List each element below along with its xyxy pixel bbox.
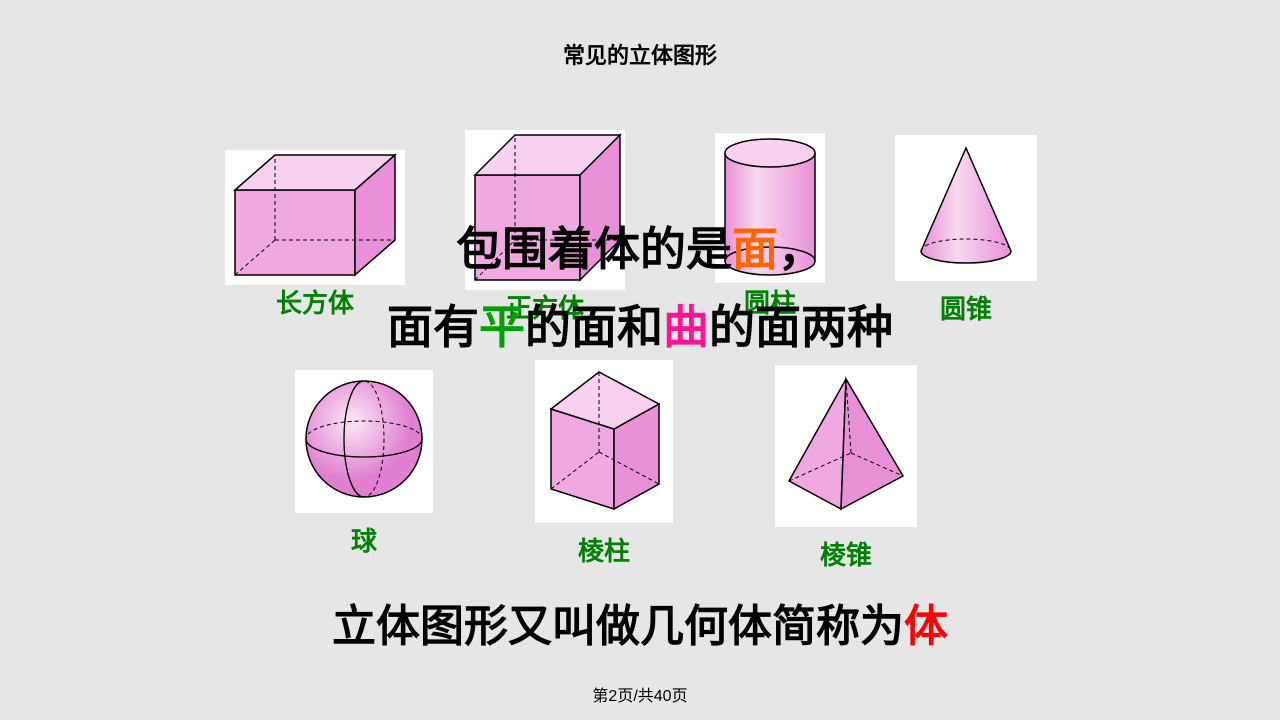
overlay-line-2: 面有平的面和曲的面两种 xyxy=(0,300,1280,355)
page-title: 常见的立体图形 xyxy=(0,38,1280,70)
overlay-line-1: 包围着体的是面， xyxy=(0,222,1280,277)
overlay-l2-mid: 的面和 xyxy=(525,301,663,353)
shape-sphere: 球 xyxy=(295,370,433,558)
page-footer: 第2页/共40页 xyxy=(0,682,1280,706)
overlay-l1-accent: 面 xyxy=(732,223,778,275)
pyramid-label: 棱锥 xyxy=(775,535,917,572)
bottom-accent: 体 xyxy=(904,602,948,651)
overlay-l1-post: ， xyxy=(778,223,824,275)
sphere-label: 球 xyxy=(295,521,433,558)
shape-prism: 棱柱 xyxy=(535,360,673,568)
overlay-l2-pre: 面有 xyxy=(387,301,479,353)
sphere-icon xyxy=(295,370,433,513)
pyramid-icon xyxy=(775,365,917,527)
prism-icon xyxy=(535,360,673,523)
overlay-l1-pre: 包围着体的是 xyxy=(456,223,732,275)
overlay-l2-curved: 曲 xyxy=(663,301,709,353)
shape-pyramid: 棱锥 xyxy=(775,365,917,572)
overlay-l2-flat: 平 xyxy=(479,301,525,353)
overlay-l2-post: 的面两种 xyxy=(709,301,893,353)
bottom-pre: 立体图形又叫做几何体简称为 xyxy=(332,602,904,651)
bottom-summary: 立体图形又叫做几何体简称为体 xyxy=(0,590,1280,654)
prism-label: 棱柱 xyxy=(535,531,673,568)
